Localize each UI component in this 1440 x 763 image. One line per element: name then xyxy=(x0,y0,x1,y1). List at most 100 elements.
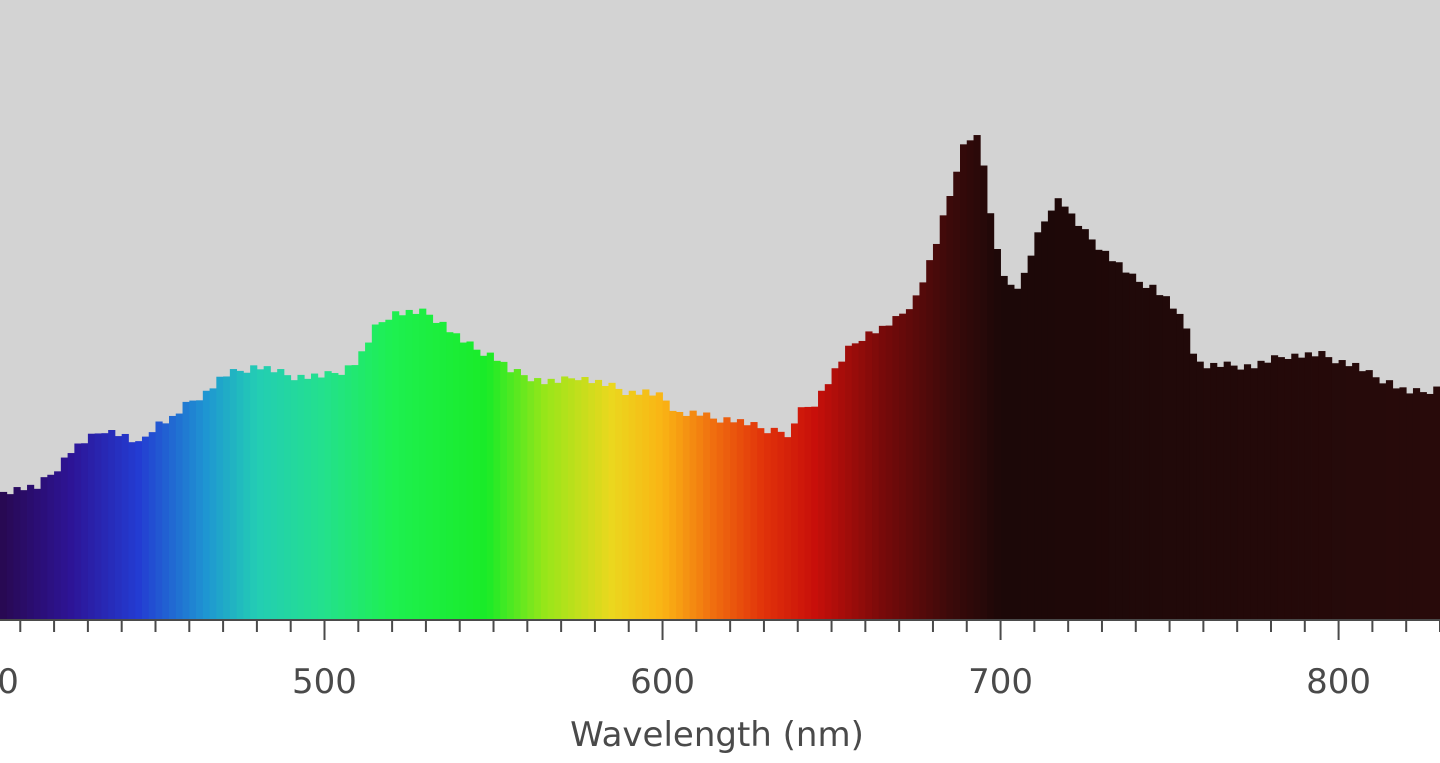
spectrum-bar xyxy=(6,494,14,621)
spectrum-bar xyxy=(310,373,319,620)
spectrum-bar xyxy=(1074,225,1083,620)
spectrum-bar xyxy=(601,386,609,620)
x-tick-label: 800 xyxy=(1306,662,1371,702)
spectrum-bar xyxy=(1365,370,1373,620)
spectrum-bar xyxy=(547,378,555,620)
spectrum-bar xyxy=(1372,377,1380,620)
spectrum-bar xyxy=(1237,369,1245,620)
spectrum-bar xyxy=(581,377,589,620)
spectrum-bar xyxy=(385,319,393,620)
spectrum-bar xyxy=(797,407,805,620)
spectrum-bar xyxy=(540,384,549,620)
spectrum-bar xyxy=(932,243,941,620)
spectrum-bar xyxy=(1189,353,1198,620)
spectrum-bar xyxy=(500,361,508,620)
spectrum-bar xyxy=(743,425,751,620)
spectrum-bar xyxy=(1406,393,1414,620)
spectrum-bar xyxy=(338,374,346,621)
spectrum-bar xyxy=(466,341,474,620)
spectrum-bar xyxy=(169,415,177,620)
spectrum-bar xyxy=(54,471,62,620)
spectrum-bar xyxy=(912,295,920,621)
spectrum-bar xyxy=(121,433,129,620)
spectrum-bar xyxy=(250,365,258,620)
spectrum-bar xyxy=(209,388,217,620)
spectrum-bar xyxy=(1311,356,1319,620)
spectrum-bar xyxy=(47,474,55,620)
spectrum-bar xyxy=(790,423,799,620)
spectrum-bar xyxy=(973,135,981,621)
spectrum-bar xyxy=(567,378,576,620)
spectrum-bar xyxy=(1054,198,1062,620)
spectrum-bar xyxy=(709,418,718,620)
spectrum-bar xyxy=(351,365,359,620)
spectrum-bar xyxy=(1277,357,1285,620)
spectrum-bar xyxy=(283,375,292,620)
spectrum-bar xyxy=(344,365,352,620)
spectrum-bar xyxy=(277,369,285,620)
spectrum-bar xyxy=(1176,313,1184,620)
spectrum-bar xyxy=(74,443,82,620)
spectrum-bar xyxy=(317,377,325,620)
spectrum-bar xyxy=(1426,393,1434,620)
spectrum-bar xyxy=(1162,296,1170,620)
spectrum-bar xyxy=(966,140,974,620)
spectrum-bar xyxy=(818,390,826,620)
spectrum-bar xyxy=(824,384,832,620)
spectrum-bar xyxy=(358,351,366,620)
spectrum-bar xyxy=(452,333,461,620)
spectrum-bar xyxy=(615,388,623,620)
spectrum-bar xyxy=(263,366,271,620)
spectrum-bar xyxy=(534,378,542,620)
spectrum-bar xyxy=(716,422,724,620)
x-tick-label: 500 xyxy=(292,662,357,702)
spectrum-bar xyxy=(838,361,846,621)
spectrum-bar xyxy=(872,333,880,620)
spectrum-bar xyxy=(13,487,21,620)
spectrum-bar xyxy=(770,427,778,621)
spectrum-bar xyxy=(960,144,968,620)
spectrum-bar xyxy=(128,442,136,620)
spectrum-bar xyxy=(1223,361,1231,621)
x-tick-label: 600 xyxy=(630,662,695,702)
spectrum-bar xyxy=(689,410,697,620)
spectrum-bar xyxy=(662,400,670,620)
spectrum-bar xyxy=(628,390,636,620)
spectrum-bar xyxy=(432,322,440,620)
spectrum-bar xyxy=(980,165,988,620)
spectrum-bar xyxy=(811,406,819,620)
spectrum-bar xyxy=(1270,355,1279,620)
spectrum-bar xyxy=(1338,360,1346,620)
spectrum-bar xyxy=(243,372,251,620)
spectrum-bar xyxy=(784,437,792,620)
spectrum-bar xyxy=(290,380,298,620)
spectrum-bar xyxy=(1101,250,1110,621)
spectrum-bar xyxy=(196,400,204,620)
spectrum-bar xyxy=(757,428,765,620)
spectrum-bar xyxy=(1419,392,1427,620)
spectrum-bar xyxy=(1345,366,1353,620)
spectrum-bar xyxy=(1115,262,1123,620)
spectrum-bar xyxy=(588,383,596,620)
spectrum-bar xyxy=(804,406,812,620)
spectrum-bar xyxy=(1135,281,1143,620)
spectrum-bar xyxy=(175,413,183,620)
x-tick-label: 400 xyxy=(0,662,19,702)
spectrum-bar xyxy=(493,360,501,620)
spectrum-bar xyxy=(899,313,907,620)
spectrum-bar xyxy=(392,311,400,620)
spectrum-bar xyxy=(1196,361,1204,621)
spectrum-bar xyxy=(459,342,467,620)
spectrum-bar xyxy=(1210,362,1218,620)
spectrum-bar xyxy=(851,343,859,620)
spectrum-bar xyxy=(1298,357,1306,620)
spectrum-bar xyxy=(1385,380,1394,620)
spectrum-bar xyxy=(561,376,569,620)
spectrum-bar xyxy=(905,309,914,620)
spectrum-bar xyxy=(94,433,102,620)
spectrum-bar xyxy=(141,436,150,620)
spectrum-bar xyxy=(405,309,413,620)
spectrum-bar xyxy=(40,477,48,620)
spectrum-bar xyxy=(324,371,332,620)
